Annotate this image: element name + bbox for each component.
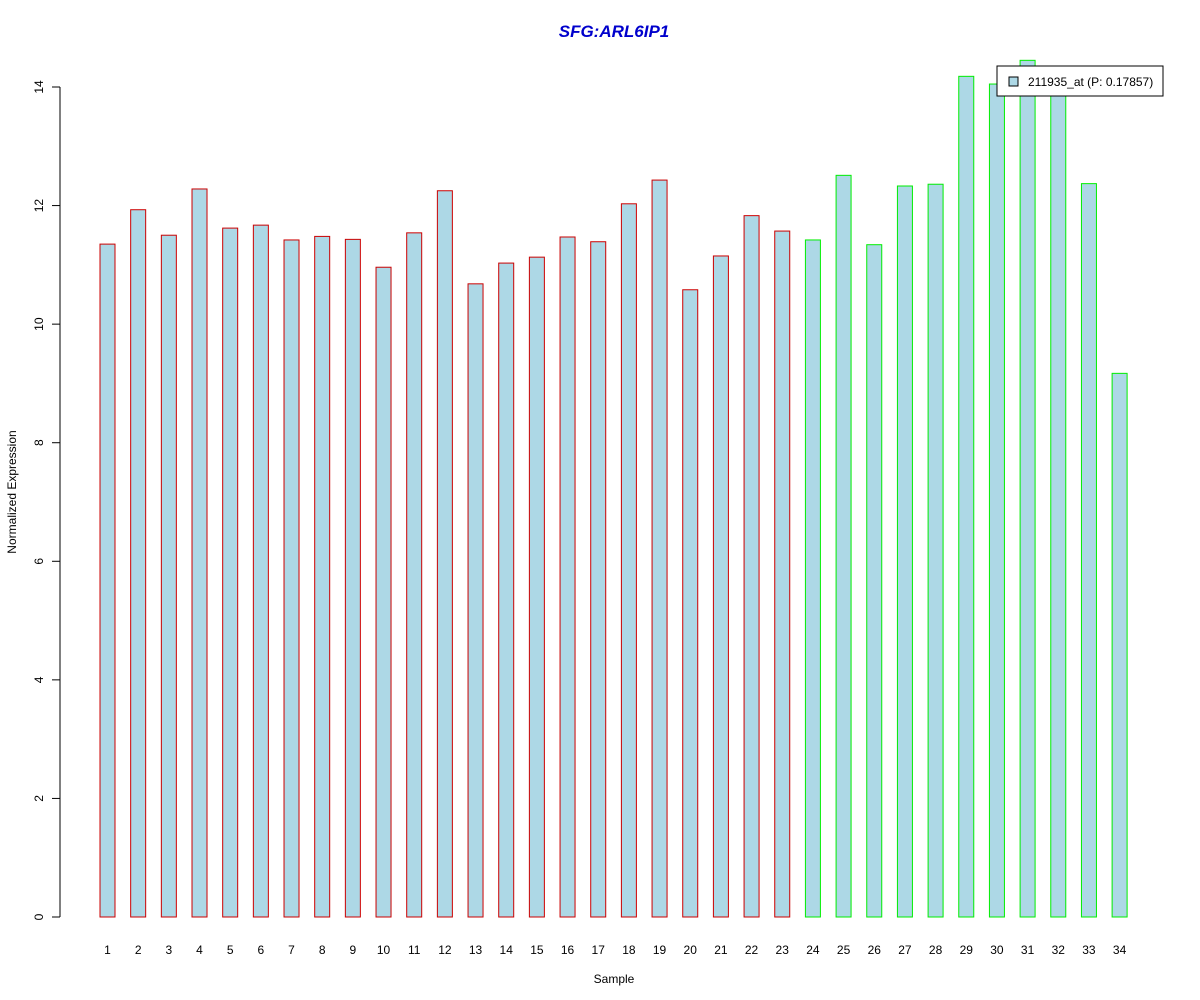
bar-sample-1 [99,243,116,918]
bar-sample-14 [498,262,515,918]
y-tick-label: 14 [32,80,46,94]
x-tick-label: 34 [1113,943,1127,957]
chart-title: SFG:ARL6IP1 [559,22,670,41]
bar-sample-6 [252,224,269,918]
bar-sample-31 [1019,59,1036,918]
bar-sample-24 [804,239,821,918]
legend-box [996,65,1164,97]
bar-sample-25 [835,174,852,918]
bar-sample-17 [590,241,607,918]
x-tick-label: 13 [469,943,483,957]
x-tick-label: 31 [1021,943,1035,957]
bar-sample-5 [222,227,239,918]
y-axis-title: Normalized Expression [5,430,19,553]
bar-sample-30 [988,83,1005,918]
y-tick-label: 6 [32,558,46,565]
x-tick-label: 25 [837,943,851,957]
x-tick-label: 10 [377,943,391,957]
x-tick-label: 11 [408,943,421,957]
x-tick-label: 2 [135,943,142,957]
x-axis-title: Sample [594,972,635,986]
bar-sample-34 [1111,372,1128,918]
y-tick-label: 4 [32,676,46,683]
x-tick-label: 28 [929,943,943,957]
bar-sample-12 [436,190,453,918]
y-axis: 0 2 4 6 8 10 12 14 [32,80,61,920]
bar-sample-16 [559,236,576,918]
x-tick-label: 27 [898,943,912,957]
x-tick-label: 14 [500,943,514,957]
x-tick-label: 17 [592,943,606,957]
y-tick-label: 2 [32,795,46,802]
x-tick-label: 24 [806,943,820,957]
x-tick-label: 18 [622,943,636,957]
bar-sample-9 [344,238,361,918]
x-tick-label: 23 [776,943,790,957]
bar-sample-32 [1050,83,1067,918]
bar-sample-8 [314,235,331,918]
bar-sample-28 [927,183,944,918]
bar-sample-7 [283,239,300,918]
bar-sample-21 [712,255,729,918]
y-tick-label: 10 [32,317,46,331]
x-tick-label: 15 [530,943,544,957]
bar-sample-33 [1080,183,1097,918]
x-tick-label: 30 [990,943,1004,957]
x-tick-label: 5 [227,943,234,957]
bar-sample-19 [651,179,668,918]
x-tick-labels: 1 2 3 4 5 6 7 8 9 10 11 12 13 14 15 16 17 18 19 20 21 22 23 24 2… [104,943,1126,957]
bar-sample-26 [866,244,883,918]
bar-sample-18 [620,203,637,918]
y-tick-label: 0 [32,913,46,920]
x-tick-label: 4 [196,943,203,957]
bars [99,59,1128,918]
legend: 211935_at (P: 0.17857) [996,65,1164,97]
bar-sample-23 [774,230,791,918]
legend-swatch [1008,76,1019,87]
bar-sample-20 [682,289,699,918]
x-tick-label: 32 [1052,943,1066,957]
x-tick-label: 9 [350,943,357,957]
x-tick-label: 8 [319,943,326,957]
bar-sample-10 [375,266,392,918]
bar-sample-22 [743,215,760,918]
x-tick-label: 26 [868,943,882,957]
bar-sample-3 [160,234,177,918]
x-tick-label: 6 [258,943,265,957]
bar-sample-11 [406,232,423,918]
x-tick-label: 29 [960,943,974,957]
x-tick-label: 33 [1082,943,1096,957]
x-tick-label: 20 [684,943,698,957]
x-tick-label: 12 [438,943,452,957]
y-tick-label: 8 [32,439,46,446]
bar-sample-2 [130,209,147,918]
bar-sample-15 [528,256,545,918]
x-tick-label: 3 [165,943,172,957]
legend-label: 211935_at (P: 0.17857) [1028,75,1153,89]
x-tick-label: 7 [288,943,295,957]
y-tick-label: 12 [32,199,46,213]
x-tick-label: 19 [653,943,667,957]
bar-sample-4 [191,188,208,918]
bar-sample-13 [467,283,484,918]
x-tick-label: 16 [561,943,575,957]
bar-sample-29 [958,75,975,918]
x-tick-label: 1 [104,943,111,957]
x-tick-label: 22 [745,943,759,957]
x-tick-label: 21 [714,943,728,957]
bar-sample-27 [896,185,913,918]
